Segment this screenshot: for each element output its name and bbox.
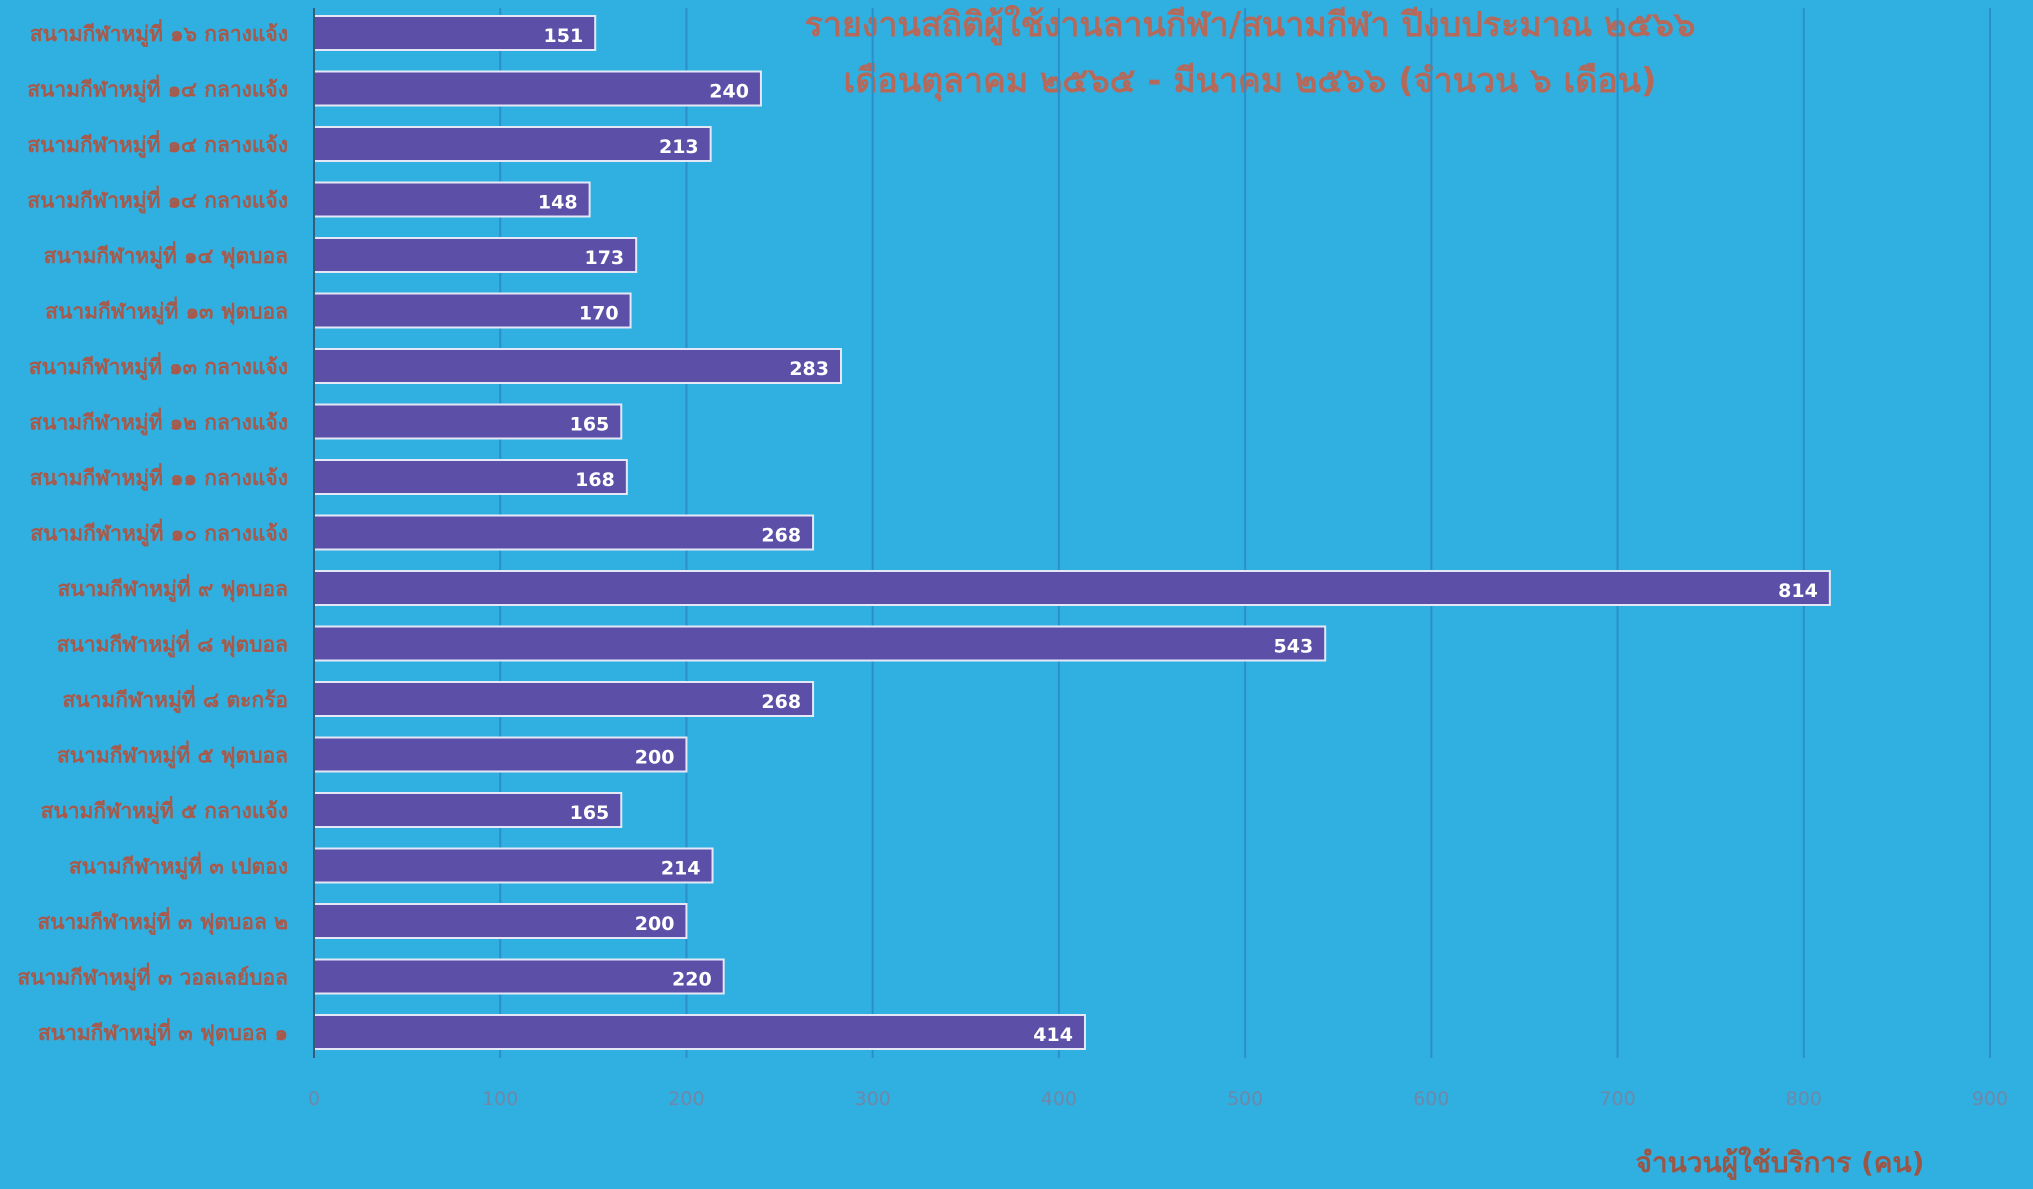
category-labels: สนามกีฬาหมู่ที่ ๑๖ กลางแจ้งสนามกีฬาหมู่ท… [17, 18, 288, 1047]
x-tick-label: 800 [1786, 1088, 1822, 1110]
x-tick-label: 400 [1041, 1088, 1077, 1110]
bar [313, 792, 623, 828]
data-label: 240 [709, 81, 749, 103]
bar [313, 958, 725, 995]
bar [313, 15, 597, 51]
data-label: 165 [570, 802, 610, 824]
data-label: 200 [635, 747, 675, 769]
data-label: 165 [570, 414, 610, 436]
data-label: 268 [761, 525, 801, 547]
bar [313, 292, 632, 329]
data-label: 173 [584, 247, 624, 269]
category-label: สนามกีฬาหมู่ที่ ๕ กลางแจ้ง [41, 795, 288, 825]
bar [313, 514, 815, 551]
chart-title: รายงานสถิติผู้ใช้งานลานกีฬา/สนามกีฬา ปีง… [805, 4, 1696, 46]
category-label: สนามกีฬาหมู่ที่ ๑๑ กลางแจ้ง [30, 462, 288, 492]
category-label: สนามกีฬาหมู่ที่ ๙ ฟุตบอล [57, 573, 288, 603]
bar [313, 903, 688, 939]
category-label: สนามกีฬาหมู่ที่ ๑๔ กลางแจ้ง [27, 129, 288, 159]
data-label: 543 [1274, 636, 1314, 658]
category-label: สนามกีฬาหมู่ที่ ๓ วอลเลย์บอล [17, 962, 288, 992]
category-label: สนามกีฬาหมู่ที่ ๓ ฟุตบอล ๒ [37, 906, 288, 936]
x-axis-ticks: 0 100 200 300 400 500 600 700 800 900 [308, 1088, 2008, 1110]
chart-subtitle: เดือนตุลาคม ๒๕๖๕ - มีนาคม ๒๕๖๖ (จำนวน ๖ … [844, 61, 1657, 102]
bar [313, 570, 1831, 606]
data-label: 268 [761, 691, 801, 713]
bar [313, 681, 815, 717]
x-tick-label: 0 [308, 1088, 320, 1110]
bar [313, 403, 623, 440]
data-label: 814 [1778, 580, 1818, 602]
category-label: สนามกีฬาหมู่ที่ ๑๔ กลางแจ้ง [27, 74, 288, 104]
x-tick-label: 900 [1972, 1088, 2008, 1110]
gridlines [499, 8, 1991, 1058]
bar [313, 847, 714, 884]
data-label: 148 [538, 192, 578, 214]
bar [313, 237, 638, 273]
data-label: 151 [544, 25, 584, 47]
x-tick-label: 100 [482, 1088, 518, 1110]
category-label: สนามกีฬาหมู่ที่ ๓ ฟุตบอล ๑ [38, 1017, 288, 1047]
data-label: 220 [672, 969, 712, 991]
x-tick-label: 700 [1599, 1088, 1635, 1110]
bar [313, 348, 843, 384]
category-label: สนามกีฬาหมู่ที่ ๑๔ ฟุตบอล [44, 240, 288, 270]
data-label: 214 [661, 858, 701, 880]
bar [313, 1014, 1086, 1050]
data-label: 200 [635, 913, 675, 935]
category-label: สนามกีฬาหมู่ที่ ๑๔ กลางแจ้ง [27, 185, 288, 215]
category-label: สนามกีฬาหมู่ที่ ๘ ฟุตบอล [57, 629, 288, 659]
category-label: สนามกีฬาหมู่ที่ ๑๖ กลางแจ้ง [30, 18, 288, 48]
bar [313, 625, 1327, 662]
category-label: สนามกีฬาหมู่ที่ ๑๓ ฟุตบอล [45, 296, 288, 326]
x-tick-label: 600 [1413, 1088, 1449, 1110]
category-label: สนามกีฬาหมู่ที่ ๘ ตะกร้อ [62, 684, 288, 714]
data-label: 213 [659, 136, 699, 158]
bar [313, 736, 688, 773]
bar [313, 459, 628, 495]
category-label: สนามกีฬาหมู่ที่ ๑๒ กลางแจ้ง [29, 407, 288, 437]
category-label: สนามกีฬาหมู่ที่ ๑๓ กลางแจ้ง [29, 351, 288, 381]
data-label: 414 [1033, 1024, 1073, 1046]
x-tick-label: 300 [855, 1088, 891, 1110]
category-label: สนามกีฬาหมู่ที่ ๑๐ กลางแจ้ง [30, 518, 288, 548]
data-label: 170 [579, 303, 619, 325]
category-label: สนามกีฬาหมู่ที่ ๓ เปตอง [69, 851, 288, 881]
bar [313, 126, 712, 162]
x-tick-label: 200 [668, 1088, 704, 1110]
data-label: 283 [789, 358, 829, 380]
x-axis-title: จำนวนผู้ใช้บริการ (คน) [1636, 1146, 1925, 1180]
bars: 151 240 213 148 173 170 283 165 168 268 814 543 268 2… [313, 15, 1831, 1050]
data-label: 168 [575, 469, 615, 491]
category-label: สนามกีฬาหมู่ที่ ๕ ฟุตบอล [57, 740, 288, 770]
bar [313, 70, 762, 107]
x-tick-label: 500 [1227, 1088, 1263, 1110]
